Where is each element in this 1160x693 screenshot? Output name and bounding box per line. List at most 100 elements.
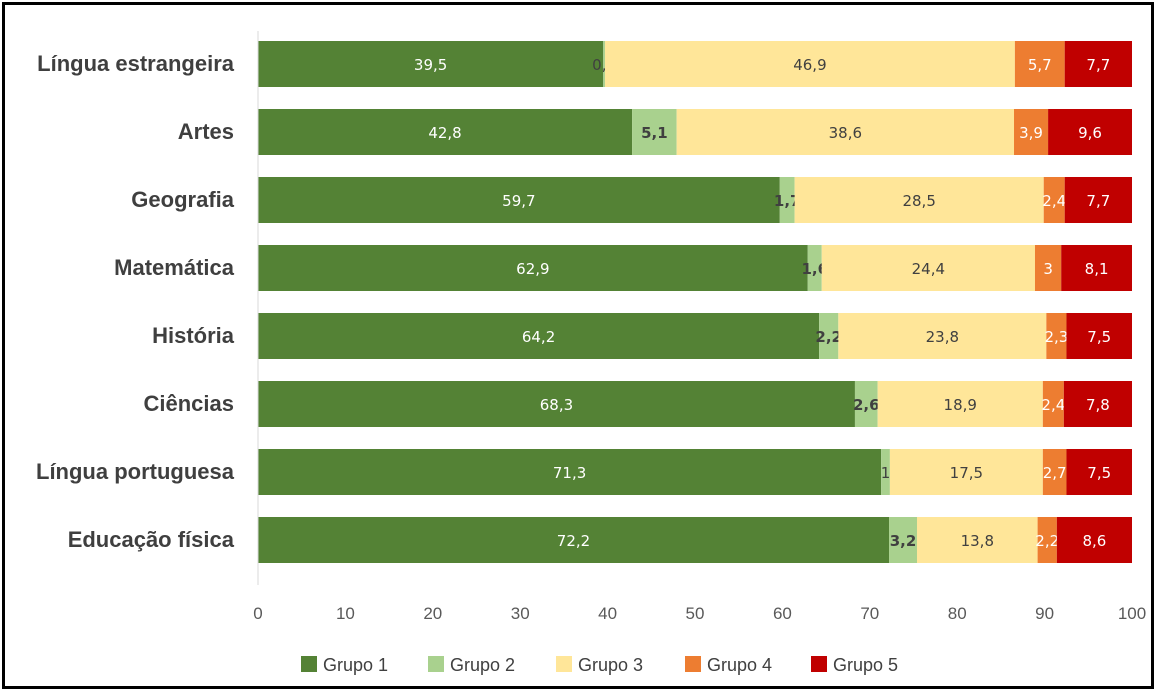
data-label: 71,3 — [553, 464, 586, 482]
legend: Grupo 1 Grupo 2 Grupo 3 Grupo 4 Grupo 5 — [301, 655, 898, 675]
bar-segment — [1046, 313, 1067, 359]
bar-segment — [1063, 381, 1132, 427]
data-label: 13,8 — [961, 532, 994, 550]
bar-segment — [916, 517, 1038, 563]
legend-swatch — [428, 656, 444, 672]
bar-segment — [258, 245, 808, 291]
data-label: 2,4 — [1041, 396, 1065, 414]
bar-segment — [1014, 109, 1049, 155]
data-label: 9,6 — [1078, 124, 1102, 142]
data-label: 8,1 — [1085, 260, 1109, 278]
data-label: 3 — [1043, 260, 1053, 278]
bar-segment — [1048, 109, 1132, 155]
bar-segment — [1066, 449, 1132, 495]
category-label: Língua estrangeira — [37, 51, 235, 76]
bar-segment — [258, 381, 855, 427]
data-label: 2,2 — [1035, 532, 1059, 550]
bar-segment — [877, 381, 1043, 427]
data-label: 64,2 — [522, 328, 555, 346]
category-label: Educação física — [68, 527, 235, 552]
bar-segment — [1064, 177, 1132, 223]
data-label: 42,8 — [428, 124, 461, 142]
bar-segment — [881, 449, 890, 495]
data-label: 38,6 — [829, 124, 862, 142]
bar-segment — [603, 41, 605, 87]
x-tick-label: 50 — [686, 604, 705, 623]
data-label: 62,9 — [516, 260, 549, 278]
bar-segment — [258, 109, 633, 155]
legend-label: Grupo 5 — [833, 655, 898, 675]
category-label: Artes — [178, 119, 234, 144]
bar-segment — [676, 109, 1015, 155]
data-label: 1,7 — [774, 192, 801, 210]
data-label: 24,4 — [912, 260, 945, 278]
data-label: 28,5 — [902, 192, 935, 210]
data-label: 39,5 — [414, 56, 447, 74]
data-label: 7,8 — [1086, 396, 1110, 414]
x-tick-label: 90 — [1035, 604, 1054, 623]
bar-segment — [632, 109, 677, 155]
category-label: Matemática — [114, 255, 235, 280]
bar-segment — [854, 381, 878, 427]
data-label: 1,6 — [801, 260, 828, 278]
category-label: Língua portuguesa — [36, 459, 235, 484]
x-tick-label: 40 — [598, 604, 617, 623]
bar-segment — [821, 245, 1035, 291]
data-label: 2,6 — [853, 396, 880, 414]
bar-segment — [258, 41, 604, 87]
bar-segment — [1034, 245, 1062, 291]
legend-label: Grupo 1 — [323, 655, 388, 675]
bar-segment — [1061, 245, 1132, 291]
bar-segment — [258, 449, 882, 495]
data-label: 7,7 — [1086, 56, 1110, 74]
bar-segment — [1042, 381, 1064, 427]
data-label: 72,2 — [557, 532, 590, 550]
data-label: 1 — [881, 464, 891, 482]
data-label: 5,7 — [1028, 56, 1052, 74]
bar-segment — [889, 517, 917, 563]
data-label: 7,5 — [1087, 464, 1111, 482]
bar-segment — [1043, 177, 1065, 223]
bar-segment — [807, 245, 822, 291]
data-label: 18,9 — [944, 396, 977, 414]
legend-label: Grupo 2 — [450, 655, 515, 675]
bar-segment — [258, 517, 890, 563]
data-label: 8,6 — [1082, 532, 1106, 550]
legend-swatch — [556, 656, 572, 672]
data-label: 2,3 — [1044, 328, 1068, 346]
legend-swatch — [811, 656, 827, 672]
data-label: 46,9 — [793, 56, 826, 74]
x-tick-label: 20 — [423, 604, 442, 623]
bar-segment — [1066, 313, 1132, 359]
x-tick-label: 10 — [336, 604, 355, 623]
data-label: 5,1 — [641, 124, 668, 142]
bar-segment — [258, 177, 780, 223]
category-label: História — [152, 323, 235, 348]
data-label: 2,7 — [1043, 464, 1067, 482]
bar-segment — [258, 313, 820, 359]
x-axis: 0 10 20 30 40 50 60 70 80 90 100 — [253, 31, 1146, 623]
bar-segment — [838, 313, 1047, 359]
data-label: 2,4 — [1042, 192, 1066, 210]
bar-segment — [819, 313, 839, 359]
x-tick-label: 80 — [948, 604, 967, 623]
data-label: 7,5 — [1087, 328, 1111, 346]
data-label: 3,9 — [1019, 124, 1043, 142]
data-label: 59,7 — [502, 192, 535, 210]
bar-segment — [1037, 517, 1057, 563]
bar-segment — [889, 449, 1043, 495]
legend-label: Grupo 4 — [707, 655, 772, 675]
bar-segment — [1056, 517, 1132, 563]
x-tick-label: 0 — [253, 604, 262, 623]
x-tick-label: 60 — [773, 604, 792, 623]
data-label: 23,8 — [926, 328, 959, 346]
data-label: 2,2 — [815, 328, 842, 346]
data-label: 3,2 — [890, 532, 917, 550]
bar-segment — [604, 41, 1015, 87]
bars-layer: Língua estrangeira 39,5 0,2 46,9 5,7 7,7Artes… — [36, 41, 1132, 563]
data-label: 7,7 — [1086, 192, 1110, 210]
bar-segment — [794, 177, 1044, 223]
data-label: 17,5 — [950, 464, 983, 482]
stacked-bar-chart: Língua estrangeira 39,5 0,2 46,9 5,7 7,7Artes… — [36, 31, 1146, 675]
